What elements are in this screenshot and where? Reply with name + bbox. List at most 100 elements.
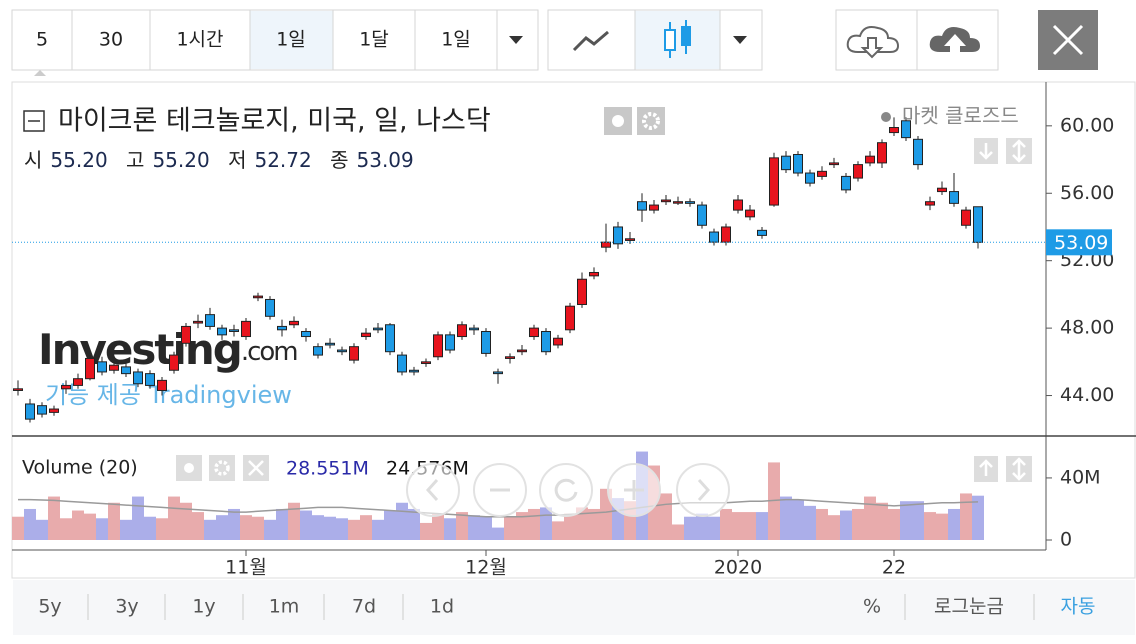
interval-button[interactable]: 1시간 (176, 29, 223, 51)
candle-body (49, 408, 59, 413)
x-tick-label: 11월 (225, 557, 267, 579)
volume-bar (408, 508, 420, 540)
volume-bar (372, 519, 384, 540)
range-button[interactable]: 3y (115, 596, 138, 618)
settings-icon[interactable] (209, 455, 235, 481)
candle-body (133, 371, 143, 385)
volume-bar (564, 513, 576, 540)
candle-body (169, 354, 179, 371)
y-tick-label: 60.00 (1060, 114, 1114, 136)
candle-body (889, 127, 899, 134)
volume-bar (588, 508, 600, 540)
candle-body (541, 330, 551, 353)
volume-bar (96, 518, 108, 540)
range-button[interactable]: 1d (430, 596, 454, 618)
volume-bar (132, 496, 144, 540)
reset[interactable] (539, 463, 593, 517)
volume-bar (792, 499, 804, 540)
candle-body (421, 361, 431, 365)
volume-bar (828, 515, 840, 540)
candle-body (577, 278, 587, 306)
candle-body (841, 175, 851, 191)
volume-bar (252, 516, 264, 540)
interval-button[interactable]: 1일 (441, 29, 471, 51)
log-toggle[interactable]: 로그눈금 (934, 596, 1004, 618)
candle-body (181, 325, 191, 344)
volume-bar (240, 515, 252, 540)
candle-body (637, 201, 647, 211)
candle-body (193, 320, 203, 324)
candle-body (853, 164, 863, 179)
volume-bar (12, 516, 24, 540)
range-button[interactable]: 1m (269, 596, 300, 618)
settings-icon[interactable] (637, 107, 665, 135)
volume-bar (276, 508, 288, 540)
volume-bar (576, 507, 588, 540)
interval-button[interactable]: 5 (36, 29, 48, 51)
volume-bar (480, 516, 492, 540)
volume-bar (864, 496, 876, 540)
candle-body (781, 155, 791, 171)
dropdown[interactable] (509, 36, 523, 44)
interval-button[interactable]: 30 (99, 29, 123, 51)
candle-body (613, 226, 623, 245)
volume-bar (756, 512, 768, 540)
volume-bar (84, 513, 96, 540)
candle-body (157, 379, 167, 391)
cloud-download[interactable] (846, 26, 900, 53)
candle-body (769, 157, 779, 206)
volume-bar (804, 505, 816, 540)
percent-toggle[interactable]: % (863, 596, 881, 618)
active-chart-type (635, 11, 720, 69)
scroll-right[interactable] (676, 463, 730, 517)
volume-bar (684, 516, 696, 540)
ohlc-value: 55.20 (152, 148, 209, 172)
y2-tick-label: 40M (1060, 466, 1101, 488)
auto-toggle[interactable]: 자동 (1061, 596, 1096, 618)
ohlc-value: 55.20 (50, 148, 107, 172)
interval-button[interactable]: 1달 (359, 29, 389, 51)
candle-body (253, 295, 263, 299)
volume-bar (324, 516, 336, 540)
candle-body (301, 330, 311, 338)
watermark-brand: Investing.com (38, 325, 297, 374)
volume-title: Volume (20) (22, 457, 138, 479)
candle-body (313, 346, 323, 356)
candle-body (25, 403, 35, 420)
volume-bar (108, 502, 120, 540)
range-button[interactable]: 1y (192, 596, 215, 618)
y-tick-label: 44.00 (1060, 384, 1114, 406)
y2-tick-label: 0 (1060, 529, 1072, 551)
candle-body (589, 271, 599, 277)
volume-bar (732, 512, 744, 540)
range-button[interactable]: 7d (352, 596, 376, 618)
candle-body (973, 206, 983, 243)
candle-body (757, 229, 767, 236)
volume-bar (840, 510, 852, 540)
volume-bar (432, 513, 444, 540)
candle-body (817, 170, 827, 177)
volume-bar (24, 508, 36, 540)
ohlc-name: 종 (330, 148, 348, 172)
line-chart-button[interactable] (572, 30, 609, 52)
candle-body (685, 201, 695, 204)
candle-body (145, 373, 155, 386)
interval-button[interactable]: 1일 (276, 29, 306, 51)
dropdown[interactable] (733, 36, 747, 44)
candle-body (877, 142, 887, 164)
candle-body (217, 327, 227, 336)
volume-bar (816, 508, 828, 540)
range-button[interactable]: 5y (38, 596, 61, 618)
candle-chart-button[interactable] (664, 20, 691, 58)
candle-body (529, 327, 539, 338)
candle-body (625, 238, 635, 241)
candle-body (277, 325, 287, 331)
volume-bar (444, 518, 456, 540)
candle-body (949, 191, 959, 204)
scroll-left[interactable] (406, 463, 460, 517)
volume-bar (528, 508, 540, 540)
volume-bar (336, 518, 348, 540)
candle-body (13, 388, 23, 391)
toolbar: 5 30 1시간 1일 1달 1일 (11, 9, 1098, 71)
